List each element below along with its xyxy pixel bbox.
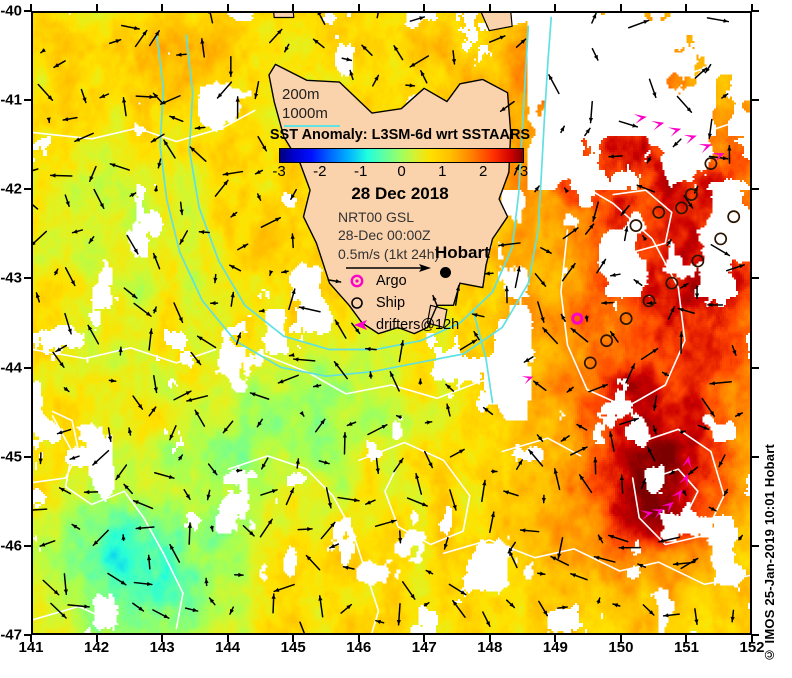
y-axis-tick — [24, 10, 31, 12]
x-axis-tick — [30, 635, 32, 642]
y-axis-tick — [752, 10, 759, 12]
x-axis-tick — [423, 4, 426, 11]
y-axis-tick-label: -44 — [0, 359, 22, 377]
y-axis-tick — [24, 634, 31, 636]
x-axis-tick-label: 144 — [215, 639, 241, 656]
y-axis-tick — [752, 188, 759, 191]
y-axis-tick — [24, 455, 31, 458]
x-axis-tick-label: 146 — [346, 639, 372, 656]
x-axis-tick — [554, 4, 557, 11]
y-axis-tick — [24, 277, 31, 280]
x-axis-tick — [161, 635, 164, 642]
y-axis-tick-label: -46 — [0, 537, 22, 555]
x-axis-tick — [685, 635, 688, 642]
y-axis-tick-label: -47 — [0, 626, 22, 644]
x-axis-tick — [488, 4, 491, 11]
x-axis-tick — [751, 635, 753, 642]
y-axis-tick — [752, 455, 759, 458]
x-axis-tick-label: 147 — [411, 639, 437, 656]
x-axis-tick-label: 152 — [739, 639, 765, 656]
x-axis-tick — [423, 635, 426, 642]
map-vector-overlay — [33, 13, 750, 633]
x-axis-tick — [357, 4, 360, 11]
x-axis-tick — [685, 4, 688, 11]
x-axis-tick-label: 141 — [18, 639, 44, 656]
x-axis-tick — [554, 635, 557, 642]
x-axis-tick — [619, 4, 622, 11]
x-axis-tick — [292, 635, 295, 642]
x-axis-tick-label: 143 — [149, 639, 175, 656]
x-axis-tick-label: 151 — [673, 639, 699, 656]
y-axis-tick-label: -45 — [0, 448, 22, 466]
x-axis-tick — [619, 635, 622, 642]
credit-text: © IMOS 25-Jan-2019 10:01 Hobart — [762, 443, 777, 662]
x-axis-tick-label: 142 — [84, 639, 110, 656]
y-axis-tick — [24, 99, 31, 102]
map-plot-area[interactable] — [31, 11, 752, 635]
y-axis-tick — [752, 634, 759, 636]
x-axis-tick — [751, 4, 753, 11]
x-axis-tick — [226, 635, 229, 642]
x-axis-tick — [357, 635, 360, 642]
y-axis-tick — [24, 544, 31, 547]
x-axis-tick — [226, 4, 229, 11]
y-axis-tick — [752, 277, 759, 280]
x-axis-tick — [161, 4, 164, 11]
x-axis-tick-label: 149 — [542, 639, 568, 656]
y-axis-tick — [24, 366, 31, 369]
x-axis-tick-label: 148 — [477, 639, 503, 656]
y-axis-tick-label: -42 — [0, 180, 22, 198]
y-axis-tick — [752, 366, 759, 369]
y-axis-tick-label: -43 — [0, 269, 22, 287]
y-axis-tick-label: -40 — [0, 2, 22, 20]
x-axis-tick-label: 150 — [608, 639, 634, 656]
x-axis-tick-label: 145 — [280, 639, 306, 656]
x-axis-tick — [292, 4, 295, 11]
y-axis-tick — [752, 544, 759, 547]
x-axis-tick — [95, 635, 98, 642]
y-axis-tick — [24, 188, 31, 191]
x-axis-tick — [488, 635, 491, 642]
y-axis-tick-label: -41 — [0, 91, 22, 109]
x-axis-tick — [30, 4, 32, 11]
y-axis-tick — [752, 99, 759, 102]
x-axis-tick — [95, 4, 98, 11]
